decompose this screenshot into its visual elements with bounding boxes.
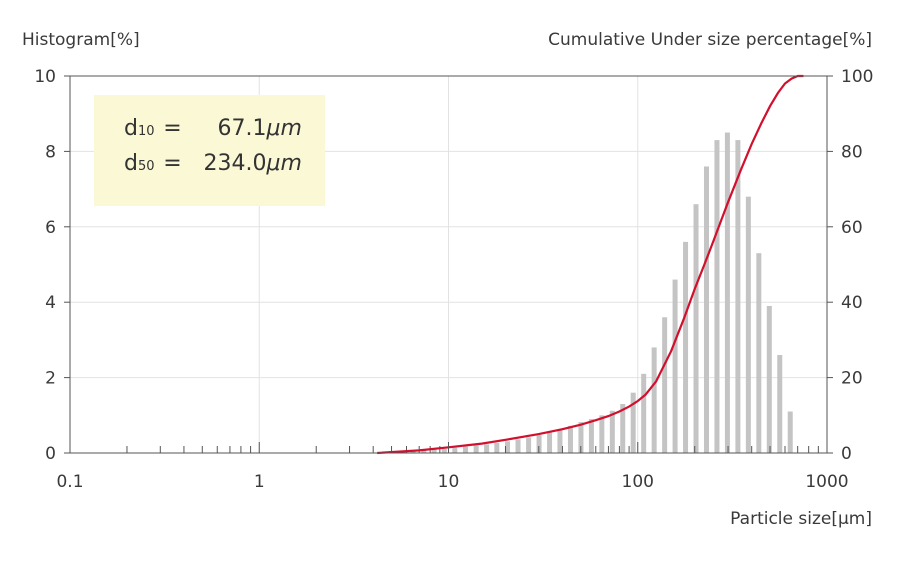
y-tick-label-left: 2 <box>45 369 56 389</box>
histogram-bar <box>662 317 668 453</box>
y-tick-labels-right: 0 20 40 60 80 100 <box>841 67 873 464</box>
grid-lines <box>70 76 827 453</box>
annotation-d10-sub: 10 <box>137 124 155 139</box>
histogram-bar <box>703 166 709 454</box>
annotation-d50-name: d <box>124 151 138 176</box>
x-tick-label: 100 <box>622 472 654 492</box>
histogram-bar <box>735 140 741 453</box>
histogram-bars <box>410 132 793 454</box>
annotation-d10-eq: = <box>163 116 182 141</box>
y-tick-label-left: 6 <box>45 218 56 238</box>
histogram-bar <box>724 132 730 454</box>
y-tick-label-left: 10 <box>34 67 56 87</box>
histogram-bar <box>766 305 772 453</box>
histogram-bar <box>441 448 447 453</box>
x-tick-labels: 0.1 1 10 100 1000 <box>56 472 848 492</box>
y-tick-label-right: 40 <box>841 293 863 313</box>
y-tick-label-right: 60 <box>841 218 863 238</box>
histogram-bar <box>463 446 469 453</box>
histogram-bar <box>756 253 762 453</box>
x-tick-label: 1000 <box>805 472 848 492</box>
histogram-bar <box>547 432 553 453</box>
histogram-bar <box>609 410 615 453</box>
x-tick-label: 10 <box>438 472 460 492</box>
left-axis-label: Histogram[%] <box>22 30 140 50</box>
right-axis-label: Cumulative Under size percentage[%] <box>548 30 872 50</box>
annotation-d50-unit: μm <box>266 151 302 176</box>
annotation-d50-sub: 50 <box>137 159 155 174</box>
histogram-bar <box>714 140 720 453</box>
histogram-bar <box>641 373 647 453</box>
histogram-bar <box>693 204 699 453</box>
histogram-bar <box>473 445 479 453</box>
annotation-d50-value: 234.0 <box>203 151 267 176</box>
annotation-d10: d10 = 67.1μm <box>124 116 302 141</box>
histogram-bar <box>431 449 437 453</box>
axis-ticks <box>64 75 833 454</box>
x-tick-label: 1 <box>254 472 265 492</box>
y-tick-label-left: 4 <box>45 293 56 313</box>
y-tick-label-left: 8 <box>45 142 56 162</box>
annotation-d10-name: d <box>124 116 138 141</box>
annotation-d10-value: 67.1 <box>217 116 267 141</box>
histogram-bar <box>452 447 458 453</box>
annotation-d50: d50 = 234.0μm <box>124 151 302 176</box>
histogram-bar <box>536 435 542 453</box>
annotation-d10-unit: μm <box>266 116 302 141</box>
cumulative-curve <box>377 74 804 455</box>
y-tick-label-right: 80 <box>841 142 863 162</box>
histogram-bar <box>651 347 657 453</box>
histogram-bar <box>787 411 793 453</box>
annotation-box: d10 = 67.1μm d50 = 234.0μm <box>94 95 325 206</box>
y-tick-label-right: 0 <box>841 444 852 464</box>
histogram-bar <box>672 279 678 453</box>
histogram-bar <box>620 403 626 453</box>
histogram-bar <box>410 451 416 453</box>
histogram-bar <box>599 415 605 453</box>
y-tick-label-left: 0 <box>45 444 56 464</box>
histogram-bar <box>484 444 490 453</box>
histogram-bar <box>504 441 510 453</box>
histogram-bar <box>588 419 594 453</box>
histogram-bar <box>421 450 427 453</box>
x-axis-label: Particle size[µm] <box>730 509 872 529</box>
histogram-bar <box>683 241 689 453</box>
histogram-bar <box>630 392 636 453</box>
x-tick-label: 0.1 <box>56 472 83 492</box>
histogram-bar <box>777 354 783 453</box>
histogram-bar <box>578 422 584 453</box>
histogram-bar <box>557 429 563 453</box>
y-tick-label-right: 100 <box>841 67 873 87</box>
y-tick-label-right: 20 <box>841 369 863 389</box>
annotation-d50-eq: = <box>163 151 182 176</box>
histogram-bar <box>515 439 521 453</box>
histogram-bar <box>526 437 532 453</box>
histogram-bar <box>567 425 573 453</box>
y-tick-labels-left: 0 2 4 6 8 10 <box>34 67 56 464</box>
histogram-bar <box>494 442 500 453</box>
histogram-bar <box>745 196 751 453</box>
